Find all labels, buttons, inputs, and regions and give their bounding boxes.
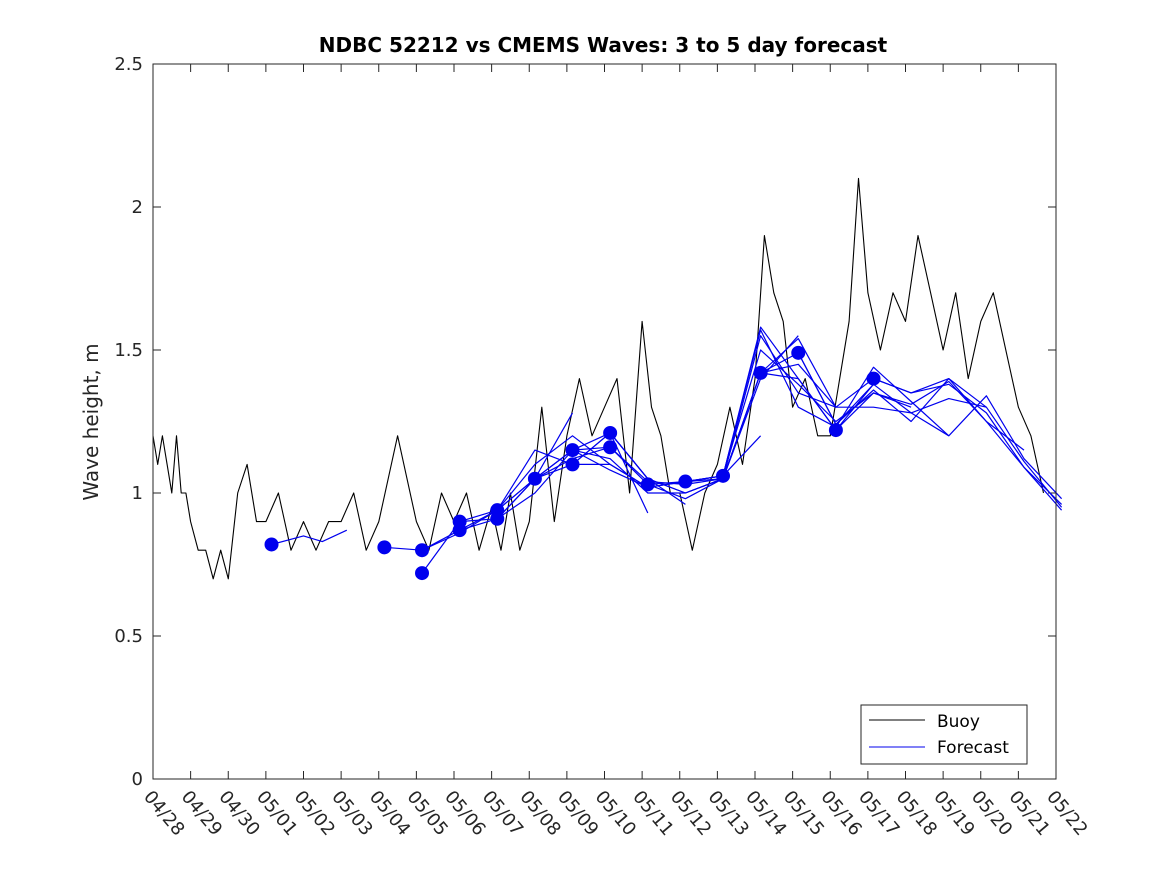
legend: Buoy Forecast xyxy=(860,704,1028,765)
forecast-start-marker xyxy=(264,537,279,552)
forecast-start-marker xyxy=(377,540,392,555)
forecast-start-marker xyxy=(565,443,580,458)
forecast-start-marker xyxy=(603,440,618,455)
legend-forecast-label: Forecast xyxy=(937,738,1009,758)
forecast-start-marker xyxy=(490,511,505,526)
forecast-start-marker xyxy=(415,566,430,581)
buoy-line xyxy=(152,177,1045,580)
forecast-line xyxy=(647,329,950,485)
forecast-start-marker xyxy=(866,371,881,386)
y-tick-label: 0.5 xyxy=(114,626,143,647)
forecast-start-marker xyxy=(753,365,768,380)
axes-frame xyxy=(152,63,1057,780)
forecast-start-marker xyxy=(678,474,693,489)
axes-background xyxy=(153,64,1056,779)
forecast-start-marker xyxy=(415,543,430,558)
forecast-start-marker xyxy=(828,423,843,438)
forecast-start-marker xyxy=(603,425,618,440)
forecast-start-marker xyxy=(640,477,655,492)
plot-area: 04/2804/2904/3005/0105/0205/0305/0405/05… xyxy=(114,54,1091,840)
forecast-start-marker xyxy=(452,514,467,529)
forecast-line xyxy=(797,352,1063,505)
legend-buoy-label: Buoy xyxy=(937,712,980,732)
forecast-start-marker xyxy=(716,468,731,483)
y-axis-label: Wave height, m xyxy=(79,343,103,500)
forecast-start-marker xyxy=(565,457,580,472)
forecast-start-marker xyxy=(527,471,542,486)
y-tick-label: 1 xyxy=(132,483,143,504)
forecast-line xyxy=(722,349,1025,476)
y-tick-label: 1.5 xyxy=(114,340,143,361)
forecast-line xyxy=(873,378,1063,511)
legend-box xyxy=(860,704,1028,765)
forecast-start-marker xyxy=(791,345,806,360)
y-tick-label: 0 xyxy=(132,769,143,790)
chart-title: NDBC 52212 vs CMEMS Waves: 3 to 5 day fo… xyxy=(319,33,888,57)
y-tick-label: 2.5 xyxy=(114,54,143,75)
y-tick-label: 2 xyxy=(132,197,143,218)
forecast-line xyxy=(271,529,348,546)
